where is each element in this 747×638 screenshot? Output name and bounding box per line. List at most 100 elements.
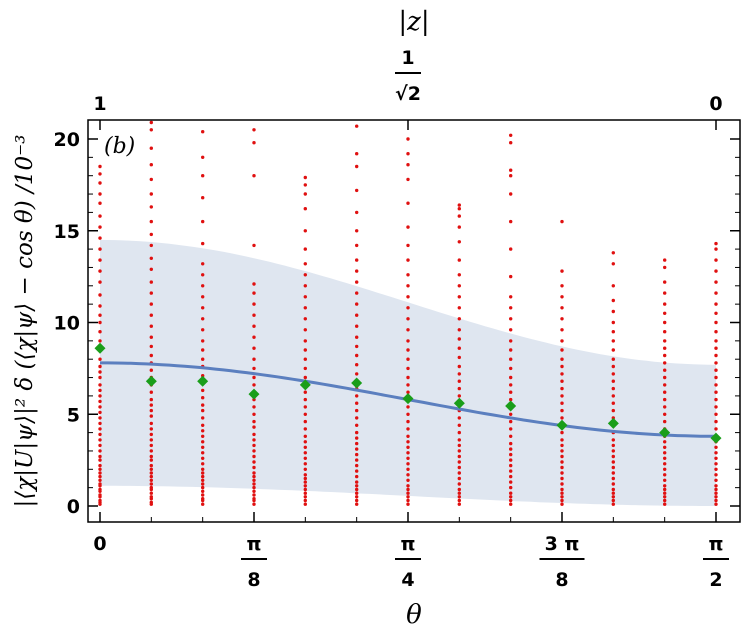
sample-point <box>201 497 205 501</box>
sample-point <box>303 328 307 332</box>
sample-point <box>201 482 205 486</box>
sample-point <box>714 311 718 315</box>
sample-point <box>98 320 102 325</box>
sample-point <box>714 383 718 387</box>
sample-point <box>303 487 307 492</box>
sample-point <box>457 449 461 453</box>
sample-point <box>457 460 461 464</box>
sample-point <box>611 386 615 391</box>
top-tick-label-denominator: √2 <box>395 83 421 105</box>
sample-point <box>611 438 615 442</box>
sample-point <box>714 445 718 449</box>
sample-point <box>406 243 410 248</box>
sample-point <box>201 388 205 393</box>
sample-point <box>98 410 102 415</box>
y-tick-label: 0 <box>67 496 80 518</box>
sample-point <box>355 291 359 295</box>
sample-point <box>149 495 153 499</box>
sample-point <box>663 375 667 380</box>
sample-point <box>355 495 359 499</box>
sample-point <box>201 219 205 224</box>
sample-point <box>303 317 307 321</box>
sample-point <box>303 419 307 424</box>
sample-point <box>663 265 667 270</box>
sample-point <box>509 498 513 503</box>
sample-point <box>98 313 102 317</box>
sample-point <box>355 353 359 358</box>
sample-point <box>149 267 153 271</box>
sample-point <box>98 394 102 398</box>
sample-point <box>509 306 513 310</box>
sample-point <box>98 474 102 479</box>
sample-point <box>406 295 410 299</box>
sample-point <box>406 390 410 394</box>
sample-point <box>457 471 461 475</box>
sample-point <box>252 346 256 350</box>
sample-point <box>201 445 205 449</box>
sample-point <box>714 258 718 262</box>
sample-point <box>560 372 564 376</box>
sample-point <box>355 452 359 457</box>
sample-point <box>149 432 153 437</box>
sample-point <box>663 467 667 471</box>
sample-point <box>98 339 102 343</box>
x-tick-label-denominator: 8 <box>555 569 568 591</box>
sample-point <box>457 203 461 207</box>
sample-point <box>406 348 410 352</box>
sample-point <box>355 502 359 506</box>
sample-point <box>252 449 256 453</box>
sample-point <box>509 419 513 424</box>
x-tick-label-denominator: 2 <box>709 569 722 591</box>
sample-point <box>303 484 307 488</box>
sample-point <box>98 247 102 251</box>
sample-point <box>560 465 564 470</box>
sample-point <box>457 273 461 277</box>
sample-point <box>611 262 615 266</box>
sample-point <box>611 482 615 486</box>
sample-point <box>98 467 102 471</box>
sample-point <box>406 412 410 416</box>
sample-point <box>406 383 410 387</box>
sample-point <box>355 487 359 492</box>
sample-point <box>714 330 718 334</box>
sample-point <box>201 273 205 277</box>
sample-point <box>560 449 564 453</box>
sample-point <box>509 474 513 479</box>
sample-point <box>98 449 102 453</box>
sample-point <box>303 491 307 495</box>
sample-point <box>714 390 718 394</box>
sample-point <box>303 183 307 187</box>
sample-point <box>509 397 513 402</box>
sample-point <box>663 302 667 306</box>
mean-point <box>556 419 568 431</box>
sample-point <box>149 491 153 495</box>
sample-point <box>406 434 410 438</box>
sample-point <box>509 375 513 380</box>
sample-point <box>303 366 307 371</box>
sample-point <box>406 502 410 506</box>
sample-point <box>252 324 256 328</box>
x-tick-label-numerator: π <box>246 533 261 555</box>
sample-point <box>98 293 102 297</box>
sample-point <box>457 328 461 332</box>
x-tick-label-numerator: 3 π <box>545 533 580 555</box>
sample-point <box>98 304 102 308</box>
sample-point <box>98 258 102 262</box>
sample-point <box>714 291 718 295</box>
sample-point <box>406 473 410 477</box>
sample-point <box>509 317 513 321</box>
sample-point <box>201 502 205 506</box>
sample-point <box>509 133 513 137</box>
sample-point <box>201 462 205 466</box>
sample-point <box>406 357 410 361</box>
x-tick-label-denominator: 8 <box>247 569 260 591</box>
sample-point <box>98 438 102 442</box>
mean-point <box>351 377 363 389</box>
sample-point <box>355 302 359 306</box>
sample-point <box>714 280 718 284</box>
sample-point <box>406 366 410 371</box>
sample-point <box>201 196 205 200</box>
sample-point <box>355 498 359 503</box>
sample-point <box>663 473 667 477</box>
sample-point <box>201 429 205 433</box>
